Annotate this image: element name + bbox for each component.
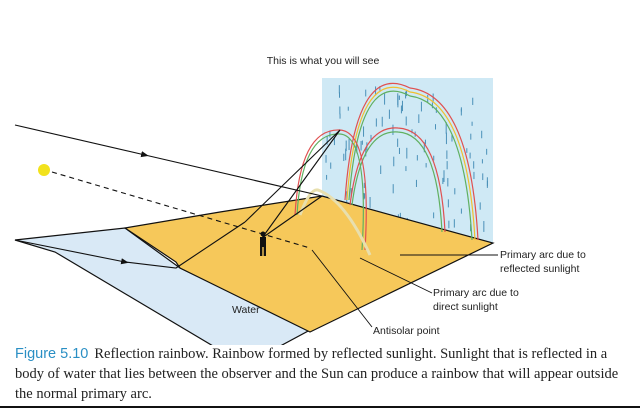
label-antisolar-point: Antisolar point bbox=[373, 325, 440, 337]
label-direct-arc-2: direct sunlight bbox=[433, 301, 498, 313]
observer-figure bbox=[260, 231, 266, 256]
reflected-primary-arc bbox=[344, 82, 479, 241]
light-rays bbox=[14, 124, 341, 269]
figure-caption: Figure 5.10 Reflection rainbow. Rainbow f… bbox=[15, 344, 635, 404]
label-reflected-arc-2: reflected sunlight bbox=[500, 263, 579, 275]
figure-number: Figure 5.10 bbox=[15, 346, 89, 362]
reflection-rainbow-diagram: This is what you will see Water bbox=[14, 55, 586, 345]
ground-plane bbox=[123, 195, 495, 333]
leader-direct bbox=[359, 257, 433, 294]
caption-text: Reflection rainbow. Rainbow formed by re… bbox=[15, 346, 619, 402]
label-direct-arc-1: Primary arc due to bbox=[433, 287, 519, 299]
leader-antisolar bbox=[311, 249, 373, 328]
sun-icon bbox=[38, 164, 50, 176]
label-reflected-arc-1: Primary arc due to bbox=[500, 249, 586, 261]
water-label: Water bbox=[232, 304, 260, 316]
diagram-heading: This is what you will see bbox=[267, 55, 380, 67]
bottom-rule bbox=[0, 406, 640, 408]
pale-front-arc bbox=[298, 188, 372, 256]
